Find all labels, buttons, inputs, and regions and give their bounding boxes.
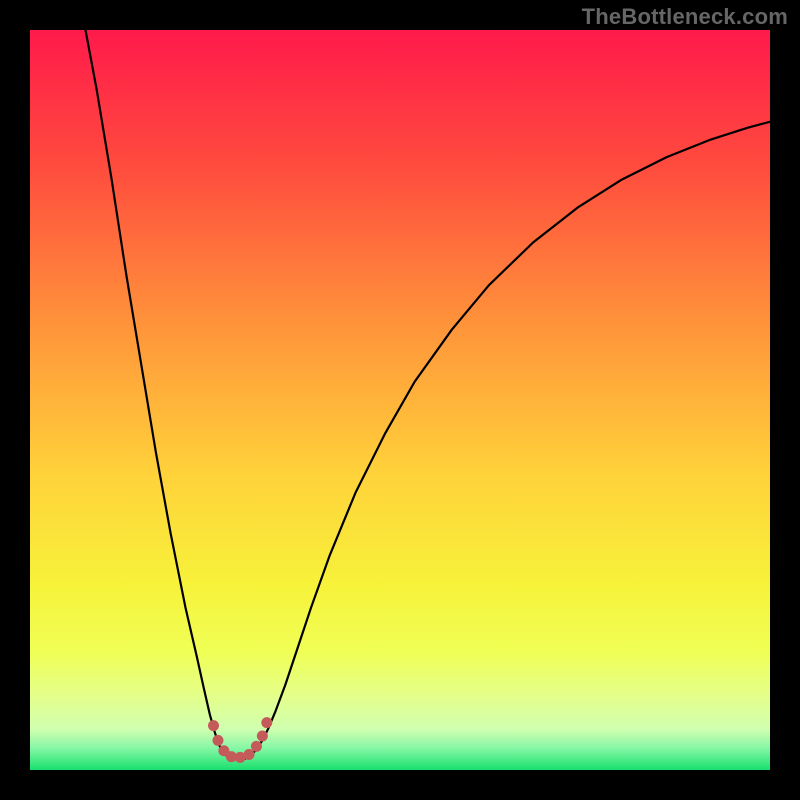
chart-frame: TheBottleneck.com <box>0 0 800 800</box>
valley-marker <box>212 735 223 746</box>
valley-marker <box>208 720 219 731</box>
valley-marker <box>261 717 272 728</box>
valley-marker <box>244 749 255 760</box>
plot-svg <box>30 30 770 770</box>
plot-area <box>30 30 770 770</box>
watermark-text: TheBottleneck.com <box>582 4 788 30</box>
plot-background <box>30 30 770 770</box>
valley-marker <box>257 730 268 741</box>
valley-marker <box>251 741 262 752</box>
